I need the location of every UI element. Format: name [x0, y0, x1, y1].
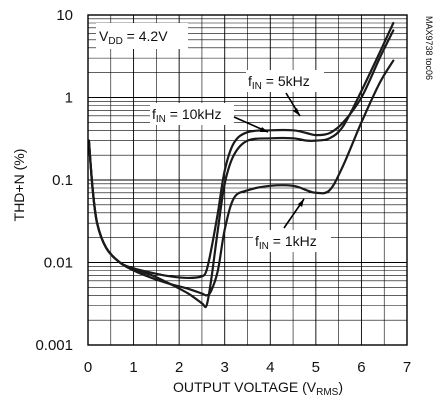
f10k-annotation: fIN = 10kHz	[150, 103, 269, 133]
x-tick-label: 1	[129, 359, 137, 376]
x-tick-label: 0	[84, 359, 92, 376]
y-tick-label: 10	[56, 7, 73, 24]
series-f10k-line	[87, 21, 395, 309]
plot-frame	[87, 14, 408, 346]
svg-text:fIN = 10kHz: fIN = 10kHz	[152, 106, 222, 125]
x-tick-label: 6	[357, 359, 365, 376]
x-tick-label: 5	[312, 359, 320, 376]
y-axis-label: THD+N (%)	[11, 149, 27, 222]
y-tick-label: 1	[65, 90, 73, 107]
vdd-annotation: VDD = 4.2V	[96, 23, 188, 49]
x-tick-label: 2	[175, 359, 183, 376]
figure-code: MAX9738 toc06	[424, 16, 434, 80]
y-tick-label: 0.01	[44, 255, 73, 272]
y-tick-labels: 0.001 0.01 0.1 1 10	[35, 7, 73, 354]
series-group	[87, 21, 395, 309]
svg-text:VDD = 4.2V: VDD = 4.2V	[99, 28, 168, 47]
y-tick-label: 0.001	[35, 337, 73, 354]
x-tick-label: 3	[221, 359, 229, 376]
x-tick-labels: 0 1 2 3 4 5 6 7	[84, 359, 411, 376]
x-tick-label: 7	[403, 359, 411, 376]
f5k-annotation: fIN = 5kHz	[246, 70, 324, 117]
f1k-annotation: fIN = 1kHz	[253, 198, 331, 252]
x-tick-label: 4	[266, 359, 274, 376]
y-tick-label: 0.1	[52, 172, 73, 189]
svg-text:fIN = 5kHz: fIN = 5kHz	[248, 73, 310, 92]
x-axis-label: OUTPUT VOLTAGE (VRMS)	[173, 379, 343, 398]
svg-text:fIN = 1kHz: fIN = 1kHz	[255, 233, 317, 252]
